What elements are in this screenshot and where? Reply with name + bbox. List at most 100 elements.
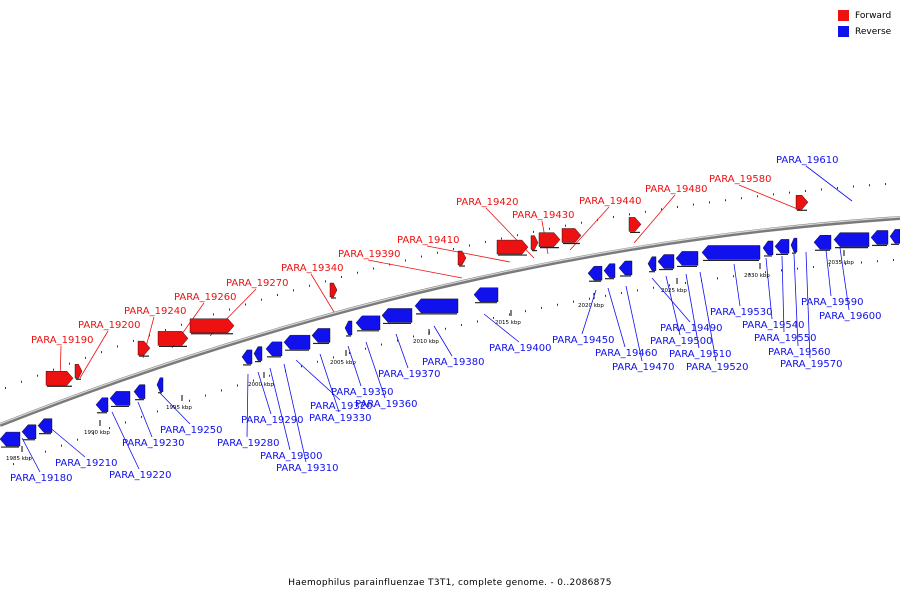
leader-line — [433, 325, 453, 357]
minor-tick — [293, 289, 294, 292]
forward-swatch — [838, 10, 849, 21]
gene-label: PARA_19450 — [552, 335, 614, 346]
leader-line — [569, 206, 610, 251]
gene-label: PARA_19500 — [650, 336, 712, 347]
gene-label: PARA_19550 — [754, 333, 816, 344]
minor-tick — [21, 380, 22, 383]
gene-label: PARA_19370 — [378, 369, 440, 380]
minor-tick — [741, 197, 742, 200]
leader-line — [283, 363, 307, 463]
minor-tick — [245, 303, 246, 306]
legend-forward-label: Forward — [855, 10, 892, 21]
gene-label: PARA_19570 — [780, 359, 842, 370]
minor-tick — [677, 205, 678, 208]
minor-tick — [749, 273, 750, 276]
minor-tick — [101, 351, 102, 354]
leader-line — [269, 367, 291, 451]
minor-tick — [645, 210, 646, 213]
minor-tick — [29, 456, 30, 459]
gene-label: PARA_19250 — [160, 425, 222, 436]
minor-tick — [557, 303, 558, 306]
minor-tick — [533, 230, 534, 233]
minor-tick — [365, 347, 366, 350]
minor-tick — [181, 323, 182, 326]
minor-tick — [253, 379, 254, 382]
minor-tick — [173, 405, 174, 408]
reverse-gene-arrow — [675, 251, 699, 266]
leader-line — [395, 333, 409, 369]
minor-tick — [325, 280, 326, 283]
minor-tick — [541, 306, 542, 309]
minor-tick — [317, 360, 318, 363]
reverse-swatch — [838, 26, 849, 37]
leader-line — [805, 251, 811, 359]
leader-line — [738, 184, 801, 211]
minor-tick — [333, 356, 334, 359]
reverse-gene-arrow — [381, 308, 413, 323]
minor-tick — [45, 450, 46, 453]
gene-label: PARA_19440 — [579, 196, 641, 207]
reverse-gene-arrow — [473, 287, 499, 302]
minor-tick — [773, 193, 774, 196]
minor-tick — [709, 201, 710, 204]
reverse-gene-arrow — [109, 391, 131, 406]
gene-label: PARA_19560 — [768, 347, 830, 358]
reverse-gene-arrow — [774, 239, 790, 254]
leader-line — [367, 259, 463, 279]
minor-tick — [813, 265, 814, 268]
gene-label: PARA_19360 — [355, 399, 417, 410]
minor-tick — [421, 255, 422, 258]
gene-label: PARA_19230 — [122, 438, 184, 449]
leader-line — [246, 373, 249, 438]
minor-tick — [861, 261, 862, 264]
minor-tick — [733, 275, 734, 278]
reverse-gene-arrow — [870, 230, 889, 245]
minor-tick — [765, 271, 766, 274]
minor-tick — [85, 356, 86, 359]
minor-tick — [221, 389, 222, 392]
minor-tick — [37, 374, 38, 377]
minor-tick — [437, 251, 438, 254]
scale-tick-label: 2035 kbp — [828, 260, 854, 266]
forward-gene-arrow — [795, 195, 809, 210]
gene-label: PARA_19290 — [241, 415, 303, 426]
minor-tick — [125, 421, 126, 424]
forward-gene-arrow — [157, 331, 189, 346]
forward-gene-arrow — [538, 232, 561, 247]
gene-label: PARA_19590 — [801, 297, 863, 308]
leader-line — [793, 253, 799, 347]
gene-label: PARA_19380 — [422, 357, 484, 368]
reverse-gene-arrow — [311, 328, 331, 343]
minor-tick — [269, 374, 270, 377]
minor-tick — [133, 339, 134, 342]
scale-tick-label: 1995 kbp — [166, 405, 192, 411]
scale-tick-label: 2015 kbp — [495, 320, 521, 326]
minor-tick — [485, 240, 486, 243]
leader-line — [79, 330, 109, 379]
minor-tick — [309, 284, 310, 287]
gene-label: PARA_19240 — [124, 306, 186, 317]
reverse-gene-arrow — [133, 384, 146, 399]
reverse-gene-arrow — [265, 341, 283, 357]
reverse-gene-arrow — [156, 377, 164, 392]
leader-line — [633, 194, 676, 244]
gene-label: PARA_19180 — [10, 473, 72, 484]
reverse-gene-arrow — [0, 431, 21, 447]
minor-tick — [413, 335, 414, 338]
reverse-gene-arrow — [37, 418, 53, 433]
minor-tick — [213, 313, 214, 316]
legend-reverse-label: Reverse — [855, 26, 892, 37]
gene-label: PARA_19430 — [512, 210, 574, 221]
minor-tick — [837, 186, 838, 189]
minor-tick — [117, 345, 118, 348]
scale-tick-label: 1990 kbp — [84, 430, 110, 436]
gene-label: PARA_19470 — [612, 362, 674, 373]
leader-line — [159, 392, 191, 425]
scale-tick-label: 2010 kbp — [413, 339, 439, 345]
minor-tick — [605, 294, 606, 297]
minor-tick — [821, 188, 822, 191]
gene-label: PARA_19300 — [260, 451, 322, 462]
minor-tick — [501, 237, 502, 240]
leader-line — [699, 271, 717, 362]
